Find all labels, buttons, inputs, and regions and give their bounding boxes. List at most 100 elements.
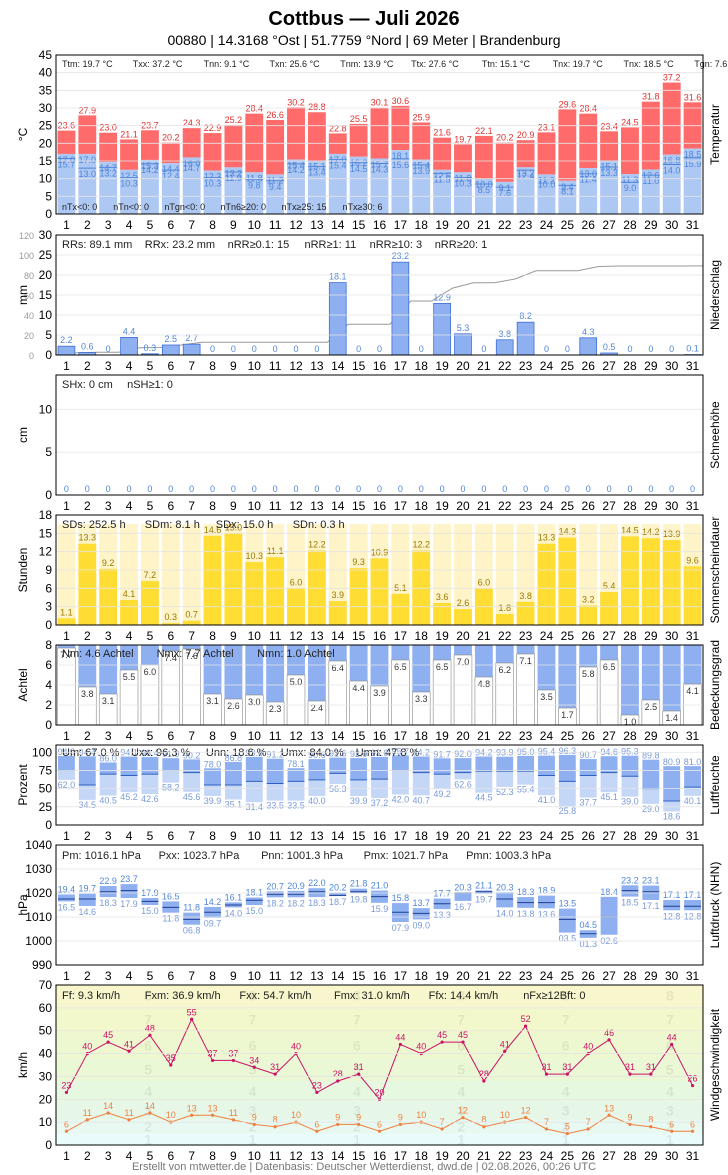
stat-label: SDm: 8.1 h xyxy=(145,519,200,531)
x-tick-label: 4 xyxy=(126,1149,133,1163)
beaufort-band xyxy=(56,1119,703,1134)
x-tick-label: 1 xyxy=(63,359,70,373)
bar-tavg xyxy=(245,172,264,214)
sunshine-value-label: 1.1 xyxy=(60,607,73,617)
x-tick-label: 7 xyxy=(188,218,195,232)
possible-sunshine-bar xyxy=(120,524,138,625)
snow-value-label: 0 xyxy=(586,484,591,494)
tmax-value-label: 29.6 xyxy=(559,99,577,109)
cumulative-tick-label: 40 xyxy=(24,311,34,321)
x-tick-label: 10 xyxy=(248,499,262,513)
x-tick-label: 28 xyxy=(623,359,637,373)
x-tick-label: 15 xyxy=(352,629,366,643)
stat-label: Ttm: 19.7 °C xyxy=(62,59,113,69)
wind-gust-value-label: 40 xyxy=(291,1042,301,1052)
chart-title: Cottbus — Juli 2026 xyxy=(268,8,459,30)
precip-value-label: 18.1 xyxy=(329,272,347,282)
wind-gust-point xyxy=(231,1058,236,1063)
stat-label: Txx: 37.2 °C xyxy=(133,59,183,69)
x-tick-label: 14 xyxy=(331,829,345,843)
precip-value-label: 2.5 xyxy=(165,334,178,344)
pressure-min-label: 17.9 xyxy=(120,899,138,909)
tavg-value-label: 18.1 xyxy=(392,151,410,161)
wind-gust-point xyxy=(190,1017,194,1021)
bar-tavg xyxy=(621,174,639,214)
x-tick-label: 2 xyxy=(84,499,91,513)
bar-tavg xyxy=(161,163,180,214)
humidity-min-label: 40.7 xyxy=(412,795,430,805)
precip-value-label: 2.2 xyxy=(60,335,73,345)
y-tick-label: 3 xyxy=(45,600,52,614)
y-tick-label: 10 xyxy=(39,308,53,322)
sunshine-value-label: 15.0 xyxy=(225,522,243,532)
bar-sunshine xyxy=(57,618,76,625)
x-tick-label: 15 xyxy=(352,499,366,513)
cloud-value-label: 7.6 xyxy=(185,651,198,661)
x-tick-label: 30 xyxy=(665,499,679,513)
bar-tmax xyxy=(266,120,285,175)
plot-frame xyxy=(55,234,704,356)
bar-tmax xyxy=(224,124,243,168)
pressure-max-label: 18.4 xyxy=(600,887,618,897)
y-tick-label: 1030 xyxy=(25,862,52,876)
stat-label: Nmn: 1.0 Achtel xyxy=(257,648,335,660)
bar-humidity-lower xyxy=(621,776,639,797)
tmax-value-label: 20.2 xyxy=(162,133,180,143)
x-tick-label: 3 xyxy=(105,729,112,743)
x-tick-label: 24 xyxy=(540,729,554,743)
tmax-value-label: 31.6 xyxy=(684,92,702,102)
x-tick-label: 29 xyxy=(644,499,658,513)
y-tick-label: 50 xyxy=(39,782,53,796)
x-tick-label: 19 xyxy=(435,218,449,232)
x-tick-label: 6 xyxy=(167,829,174,843)
cloud-value-label: 7.4 xyxy=(165,653,178,663)
x-tick-label: 3 xyxy=(105,629,112,643)
y-tick-label: 50 xyxy=(39,1024,53,1038)
x-tick-label: 11 xyxy=(269,829,282,843)
bar-tmax xyxy=(287,107,305,160)
x-tick-label: 18 xyxy=(415,729,429,743)
y-tick-label: 1040 xyxy=(25,838,52,852)
bar-pressure-range xyxy=(538,895,555,909)
x-tick-label: 3 xyxy=(105,1149,112,1163)
stat-label: nFx≥12Bft: 0 xyxy=(523,990,585,1002)
pressure-max-label: 04.5 xyxy=(579,920,597,930)
pressure-min-label: 12.8 xyxy=(663,911,681,921)
x-tick-label: 6 xyxy=(167,218,174,232)
x-tick-label: 16 xyxy=(373,499,387,513)
x-tick-label: 18 xyxy=(415,629,429,643)
x-tick-label: 11 xyxy=(269,729,282,743)
precip-value-label: 4.3 xyxy=(582,327,595,337)
wind-average-point xyxy=(586,1127,590,1131)
sunshine-value-label: 13.3 xyxy=(538,533,556,543)
wind-gust-value-label: 31 xyxy=(562,1062,572,1072)
x-tick-label: 21 xyxy=(477,629,491,643)
bar-humidity-upper xyxy=(496,756,514,772)
wind-average-point xyxy=(628,1122,632,1127)
x-tick-label: 11 xyxy=(269,629,282,643)
precip-value-label: 12.9 xyxy=(433,292,451,302)
wind-average-point xyxy=(106,1111,110,1115)
snow-value-label: 0 xyxy=(147,484,152,494)
wind-average-point xyxy=(252,1122,256,1127)
x-tick-label: 29 xyxy=(644,1149,658,1163)
tmin-value-label: 9.4 xyxy=(269,182,282,192)
x-tick-label: 13 xyxy=(310,629,324,643)
beaufort-label: 5 xyxy=(353,1062,361,1078)
stat-label: Nmx: 7.7 Achtel xyxy=(157,648,234,660)
bar-tavg xyxy=(287,159,305,214)
wind-average-point xyxy=(544,1127,549,1131)
bar-sunshine xyxy=(454,609,472,625)
tavg-value-label: 15.1 xyxy=(600,162,618,172)
y-tick-label: 25 xyxy=(39,248,53,262)
beaufort-label: 6 xyxy=(249,1038,257,1054)
humidity-min-label: 45.6 xyxy=(183,792,201,802)
pressure-max-label: 22.9 xyxy=(99,876,117,886)
precip-value-label: 0 xyxy=(648,344,653,354)
humidity-min-label: 45.2 xyxy=(120,792,138,802)
x-tick-label: 26 xyxy=(582,969,596,983)
tmax-value-label: 30.1 xyxy=(371,98,389,108)
panel-side-label: Schneehöhe xyxy=(708,401,722,469)
bar-humidity-lower xyxy=(183,772,201,792)
x-tick-label: 4 xyxy=(126,218,133,232)
